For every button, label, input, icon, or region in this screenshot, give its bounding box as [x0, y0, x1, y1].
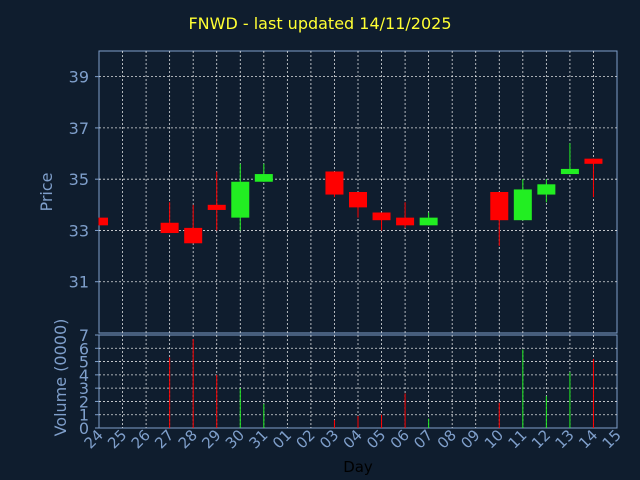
x-tick-label: 29 — [198, 426, 224, 452]
price-tick-label: 33 — [69, 221, 89, 240]
volume-tick-label: 2 — [79, 392, 89, 411]
volume-tick-label: 1 — [79, 406, 89, 425]
x-tick-label: 14 — [575, 426, 601, 452]
volume-tick-label: 7 — [79, 326, 89, 345]
price-tick-label: 31 — [69, 273, 89, 292]
candle-body — [207, 204, 226, 210]
x-tick-label: 06 — [387, 426, 413, 452]
candle-body — [396, 217, 415, 226]
x-tick-label: 03 — [316, 426, 342, 452]
x-tick-label: 05 — [363, 426, 389, 452]
x-tick-label: 04 — [340, 426, 366, 452]
x-tick-label: 07 — [410, 426, 436, 452]
volume-tick-label: 0 — [79, 419, 89, 438]
x-tick-label: 01 — [269, 426, 295, 452]
x-axis-label: Day — [343, 458, 373, 476]
price-tick-label: 37 — [69, 119, 89, 138]
volume-tick-label: 4 — [79, 366, 89, 385]
candle-body — [184, 227, 203, 244]
x-tick-label: 28 — [175, 426, 201, 452]
x-tick-label: 08 — [434, 426, 460, 452]
candle-body — [349, 192, 367, 208]
x-tick-label: 31 — [245, 426, 271, 452]
candle-body — [99, 217, 108, 226]
x-tick-label: 15 — [599, 426, 625, 452]
candle-body — [160, 222, 179, 234]
x-tick-label: 30 — [222, 426, 248, 452]
candle-body — [325, 171, 344, 195]
candle-body — [372, 212, 391, 221]
x-tick-label: 26 — [128, 426, 154, 452]
candle-body — [254, 174, 273, 182]
candle-body — [537, 184, 556, 195]
candle-body — [490, 192, 509, 221]
candle-body — [584, 158, 603, 164]
x-tick-label: 12 — [528, 426, 554, 452]
volume-tick-label: 3 — [79, 379, 89, 398]
volume-axis-label: Volume (0000) — [51, 319, 70, 437]
volume-tick-label: 5 — [79, 353, 89, 372]
candle-body — [231, 181, 250, 218]
x-tick-label: 13 — [552, 426, 578, 452]
price-axis-label: Price — [37, 172, 56, 211]
volume-tick-label: 6 — [79, 339, 89, 358]
x-tick-label: 11 — [504, 426, 530, 452]
x-tick-label: 10 — [481, 426, 507, 452]
price-tick-label: 35 — [69, 170, 89, 189]
x-tick-label: 25 — [104, 426, 130, 452]
chart-title: FNWD - last updated 14/11/2025 — [188, 14, 452, 33]
candle-body — [419, 217, 438, 226]
x-tick-label: 09 — [457, 426, 483, 452]
x-tick-label: 27 — [151, 426, 177, 452]
x-tick-label: 02 — [293, 426, 319, 452]
price-tick-label: 39 — [69, 68, 89, 87]
candle-body — [560, 168, 579, 175]
candle-body — [513, 189, 532, 221]
